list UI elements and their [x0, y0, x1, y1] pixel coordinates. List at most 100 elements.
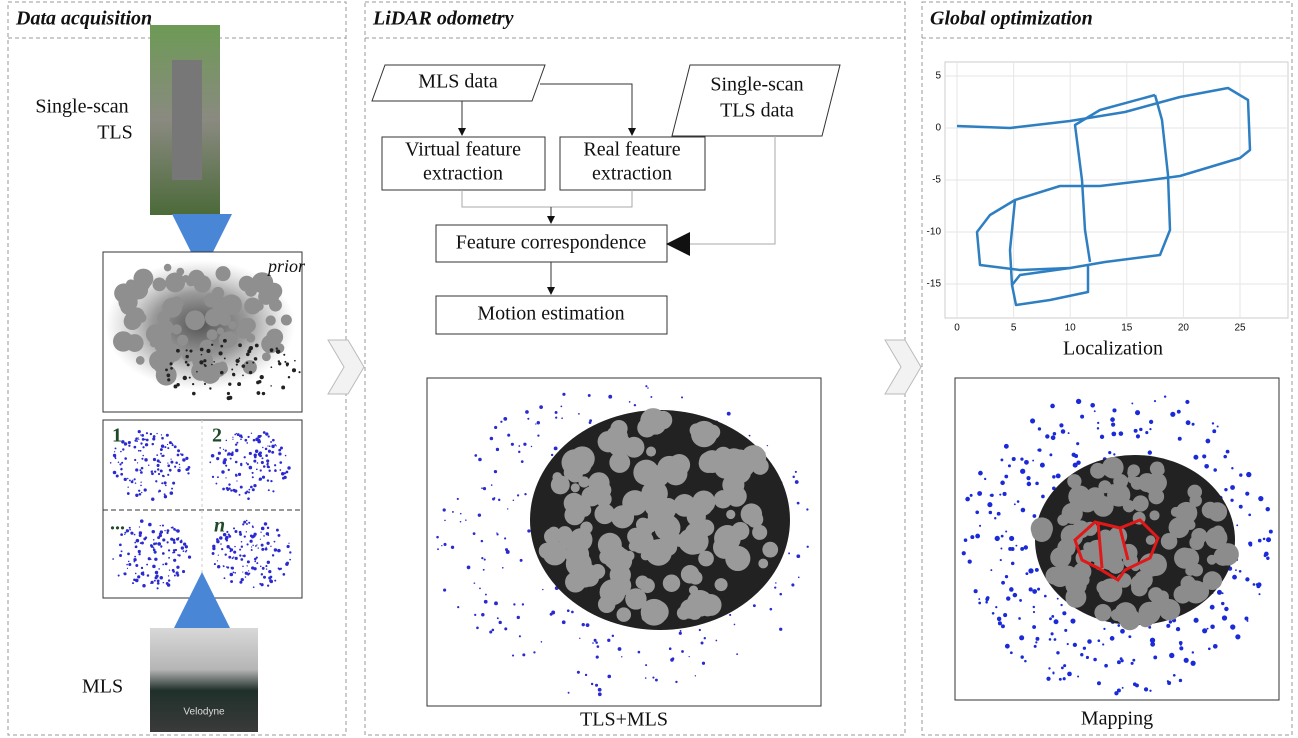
point [167, 378, 171, 382]
point [163, 263, 172, 272]
point [552, 472, 563, 482]
point [141, 437, 145, 441]
process-node [435, 295, 668, 335]
point [518, 450, 521, 454]
point [140, 481, 142, 483]
point [163, 493, 166, 496]
sensor-brand: Velodyne [183, 707, 225, 718]
point [252, 544, 254, 547]
point [275, 528, 279, 532]
point [1035, 636, 1040, 641]
caption: TLS+MLS [580, 709, 668, 731]
point [234, 433, 237, 436]
point [217, 554, 219, 556]
point [260, 460, 264, 465]
point [261, 566, 265, 570]
point [1075, 398, 1082, 405]
point [124, 531, 127, 534]
point [1097, 639, 1101, 642]
point [483, 558, 486, 561]
point [112, 558, 114, 560]
edge [540, 83, 636, 136]
point [512, 499, 515, 501]
point [1002, 491, 1007, 496]
point [154, 557, 158, 561]
point [1019, 635, 1025, 641]
point [511, 654, 515, 657]
point [1097, 421, 1100, 425]
point [279, 567, 283, 570]
point [237, 382, 242, 387]
point [187, 466, 191, 469]
point [228, 535, 232, 538]
point [165, 582, 169, 585]
point [1207, 647, 1211, 651]
point [256, 462, 259, 464]
point [1077, 675, 1080, 678]
point [1064, 628, 1068, 632]
point [158, 532, 161, 534]
point [169, 491, 174, 495]
point [542, 541, 567, 566]
point [1080, 414, 1085, 419]
point [137, 575, 141, 579]
point [181, 453, 184, 457]
point [211, 363, 213, 366]
point [1067, 671, 1072, 677]
point [249, 534, 253, 538]
point [1230, 485, 1235, 490]
point [1051, 614, 1055, 618]
point [255, 556, 258, 559]
point [234, 530, 238, 534]
point [1185, 399, 1190, 405]
point [250, 548, 253, 551]
point [240, 438, 242, 441]
point [476, 626, 479, 630]
point [185, 549, 188, 552]
point [280, 472, 285, 476]
point [270, 366, 273, 369]
x-tick-label: 5 [1011, 323, 1017, 334]
point [259, 582, 262, 585]
point [513, 603, 516, 606]
point [135, 468, 139, 472]
point [246, 523, 248, 525]
point [184, 360, 188, 364]
point [235, 448, 239, 453]
point [740, 445, 767, 471]
point [973, 589, 978, 594]
point [796, 554, 801, 559]
y-tick-label: 5 [935, 71, 941, 82]
point [1082, 646, 1087, 650]
point [577, 503, 592, 517]
point [266, 526, 270, 530]
point [1041, 494, 1045, 499]
point [472, 532, 476, 536]
point [154, 470, 157, 473]
point [245, 462, 248, 464]
point [1020, 457, 1024, 461]
point [536, 421, 540, 425]
point [493, 497, 496, 499]
point [150, 580, 154, 584]
point [227, 468, 230, 472]
point [225, 439, 228, 442]
point [139, 449, 142, 452]
trajectory [1073, 93, 1156, 263]
point [481, 556, 484, 560]
point [1209, 604, 1215, 610]
point [135, 356, 145, 365]
point [213, 360, 216, 363]
point [182, 375, 187, 381]
point [269, 579, 274, 584]
point [256, 562, 259, 565]
point [1098, 480, 1112, 494]
point [999, 558, 1002, 562]
point [129, 528, 131, 531]
point [109, 462, 112, 464]
point [1113, 453, 1116, 456]
io-node [671, 64, 841, 137]
label: MLS [82, 676, 123, 698]
point [1037, 427, 1042, 431]
point [806, 508, 809, 511]
